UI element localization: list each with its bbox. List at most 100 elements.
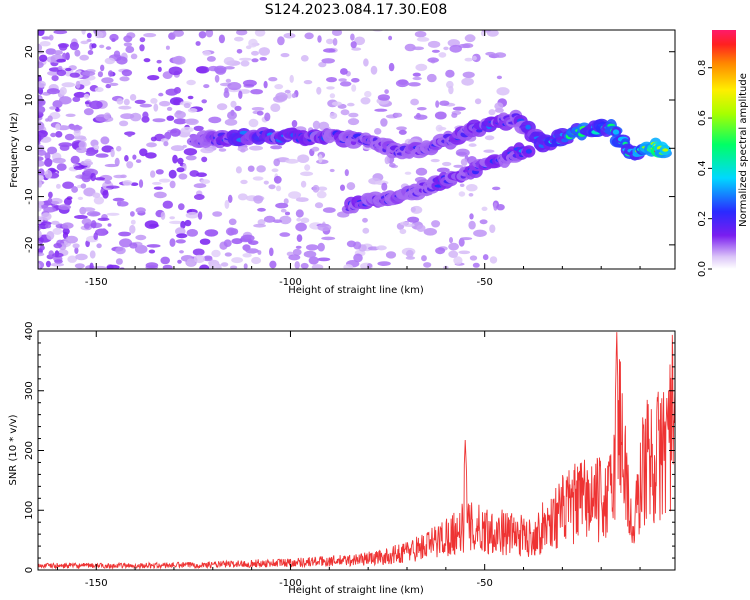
- heatmap-noise-cell: [280, 53, 290, 58]
- heatmap-noise-cell: [488, 109, 496, 116]
- heatmap-noise-cell: [284, 89, 291, 94]
- heatmap-noise-cell: [218, 34, 225, 44]
- y-tick-label: 200: [24, 441, 35, 460]
- heatmap-noise-cell: [57, 65, 63, 71]
- heatmap-noise-cell: [458, 191, 466, 197]
- heatmap-noise-cell: [81, 207, 96, 212]
- heatmap-noise-cell: [224, 87, 229, 94]
- heatmap-noise-cell: [124, 155, 129, 162]
- heatmap-noise-cell: [61, 82, 76, 88]
- heatmap-noise-cell: [496, 204, 505, 211]
- heatmap-noise-cell: [224, 199, 230, 209]
- heatmap-noise-cell: [408, 82, 421, 87]
- heatmap-noise-cell: [374, 108, 388, 112]
- heatmap-noise-cell: [168, 66, 183, 76]
- heatmap-noise-cell: [338, 78, 347, 82]
- heatmap-noise-cell: [44, 152, 51, 160]
- heatmap-noise-cell: [415, 63, 428, 71]
- heatmap-noise-cell: [129, 94, 137, 101]
- heatmap-noise-cell: [384, 89, 389, 94]
- heatmap-noise-cell: [116, 56, 128, 65]
- heatmap-noise-cell: [297, 154, 310, 163]
- heatmap-noise-cell: [101, 145, 114, 153]
- heatmap-noise-cell: [193, 125, 204, 131]
- heatmap-noise-cell: [300, 55, 309, 62]
- heatmap-noise-cell: [399, 228, 407, 235]
- heatmap-noise-cell: [250, 89, 263, 95]
- heatmap-noise-cell: [224, 252, 232, 257]
- heatmap-noise-cell: [81, 218, 92, 226]
- heatmap-noise-cell: [380, 118, 388, 127]
- heatmap-noise-cell: [472, 262, 480, 268]
- heatmap-noise-cell: [377, 94, 390, 101]
- heatmap-noise-cell: [248, 38, 258, 48]
- y-tick-label: 20: [24, 45, 35, 58]
- heatmap-noise-cell: [329, 93, 336, 99]
- heatmap-noise-cell: [295, 197, 309, 203]
- heatmap-noise-cell: [67, 255, 77, 263]
- heatmap-noise-cell: [434, 111, 447, 120]
- heatmap-noise-cell: [231, 238, 243, 245]
- snr-y-label: SNR (10 * v/v): [8, 414, 19, 485]
- heatmap-noise-cell: [84, 101, 90, 105]
- heatmap-noise-cell: [169, 220, 183, 225]
- heatmap-noise-cell: [153, 103, 159, 112]
- heatmap-noise-cell: [412, 76, 422, 81]
- heatmap-noise-cell: [251, 256, 262, 265]
- heatmap-noise-cell: [162, 264, 173, 269]
- heatmap-noise-cell: [48, 34, 54, 41]
- heatmap-noise-cell: [158, 178, 171, 183]
- heatmap-noise-cell: [43, 206, 57, 213]
- heatmap-noise-cell: [130, 53, 138, 60]
- heatmap-noise-cell: [90, 172, 96, 182]
- heatmap-noise-cell: [185, 155, 197, 161]
- heatmap-noise-cell: [449, 237, 453, 244]
- heatmap-noise-cell: [416, 107, 427, 111]
- heatmap-noise-cell: [118, 231, 131, 237]
- heatmap-noise-cell: [59, 144, 70, 151]
- heatmap-noise-cell: [38, 43, 43, 52]
- spectrogram-heatmap: [38, 30, 672, 269]
- x-tick-label: -150: [85, 277, 108, 288]
- heatmap-noise-cell: [104, 57, 116, 65]
- heatmap-noise-cell: [473, 229, 487, 237]
- heatmap-noise-cell: [164, 131, 172, 140]
- heatmap-noise-cell: [95, 153, 109, 158]
- heatmap-noise-cell: [263, 80, 268, 89]
- heatmap-noise-cell: [52, 227, 63, 235]
- heatmap-noise-cell: [296, 234, 303, 243]
- heatmap-noise-cell: [257, 219, 266, 226]
- heatmap-noise-cell: [331, 101, 342, 106]
- heatmap-noise-cell: [202, 50, 211, 56]
- heatmap-noise-cell: [296, 217, 302, 222]
- heatmap-noise-cell: [280, 208, 287, 213]
- heatmap-noise-cell: [153, 191, 167, 199]
- heatmap-noise-cell: [448, 242, 459, 251]
- heatmap-noise-cell: [208, 116, 222, 124]
- heatmap-noise-cell: [110, 148, 115, 158]
- heatmap-noise-cell: [273, 158, 281, 167]
- colorbar: 0.0 0.2 0.4 0.6 0.8 Normalized spectral ampl…: [697, 30, 749, 277]
- heatmap-noise-cell: [65, 235, 78, 244]
- heatmap-noise-cell: [53, 243, 62, 249]
- heatmap-noise-cell: [251, 58, 259, 63]
- heatmap-noise-cell: [448, 85, 454, 95]
- heatmap-noise-cell: [134, 99, 146, 104]
- heatmap-noise-cell: [416, 224, 426, 232]
- heatmap-noise-cell: [340, 184, 345, 191]
- heatmap-noise-cell: [145, 262, 159, 269]
- heatmap-noise-cell: [412, 46, 425, 51]
- heatmap-noise-cell: [258, 47, 270, 56]
- heatmap-noise-cell: [275, 202, 289, 209]
- heatmap-noise-cell: [263, 215, 276, 223]
- heatmap-noise-cell: [38, 262, 41, 269]
- heatmap-noise-cell: [257, 207, 266, 212]
- heatmap-noise-cell: [271, 168, 279, 173]
- heatmap-noise-cell: [186, 79, 196, 86]
- heatmap-noise-cell: [158, 92, 164, 97]
- heatmap-noise-cell: [493, 202, 498, 211]
- heatmap-noise-cell: [108, 70, 114, 77]
- heatmap-noise-cell: [86, 38, 92, 43]
- snr-axes: -150 -100 -50 0 100 200 300 400: [24, 321, 675, 589]
- heatmap-noise-cell: [52, 157, 66, 164]
